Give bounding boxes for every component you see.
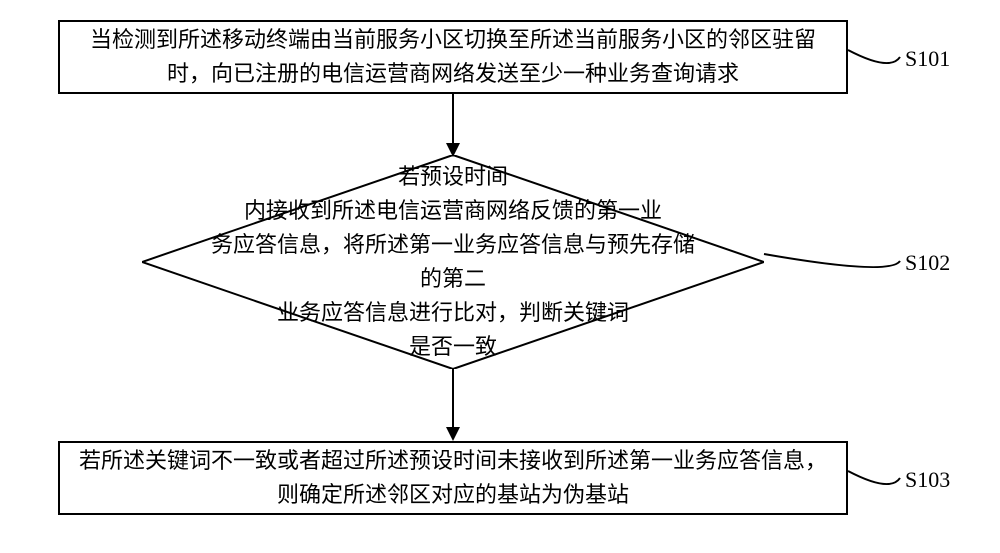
flowchart-canvas: 当检测到所述移动终端由当前服务小区切换至所述当前服务小区的邻区驻留时，向已注册的… [0, 0, 1000, 553]
label-connector-s103 [0, 0, 1000, 553]
step-label-s103: S103 [905, 467, 950, 493]
